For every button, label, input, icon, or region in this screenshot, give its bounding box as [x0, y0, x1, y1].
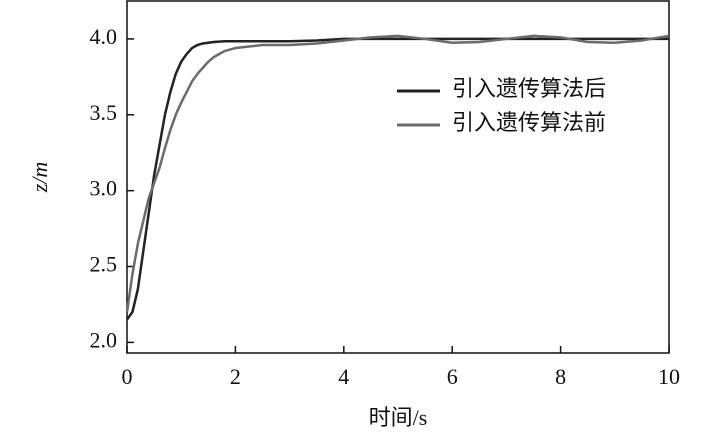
y-tick-label: 2.5 [90, 252, 118, 277]
x-tick-label: 4 [338, 364, 349, 389]
legend-label: 引入遗传算法前 [452, 110, 606, 135]
x-tick-label: 10 [658, 364, 680, 389]
x-axis-label: 时间/s [369, 405, 428, 430]
legend-label: 引入遗传算法后 [452, 76, 606, 101]
y-tick-label: 2.0 [90, 327, 118, 352]
y-tick-label: 3.0 [90, 176, 118, 201]
y-tick-label: 4.0 [90, 24, 118, 49]
x-tick-label: 6 [447, 364, 458, 389]
y-tick-label: 3.5 [90, 100, 118, 125]
x-tick-label: 0 [122, 364, 133, 389]
plot-frame [126, 0, 670, 354]
data-line [125, 34, 670, 313]
x-tick-label: 2 [230, 364, 241, 389]
y-axis-label: z/m [27, 162, 52, 194]
x-tick-label: 8 [555, 364, 566, 389]
